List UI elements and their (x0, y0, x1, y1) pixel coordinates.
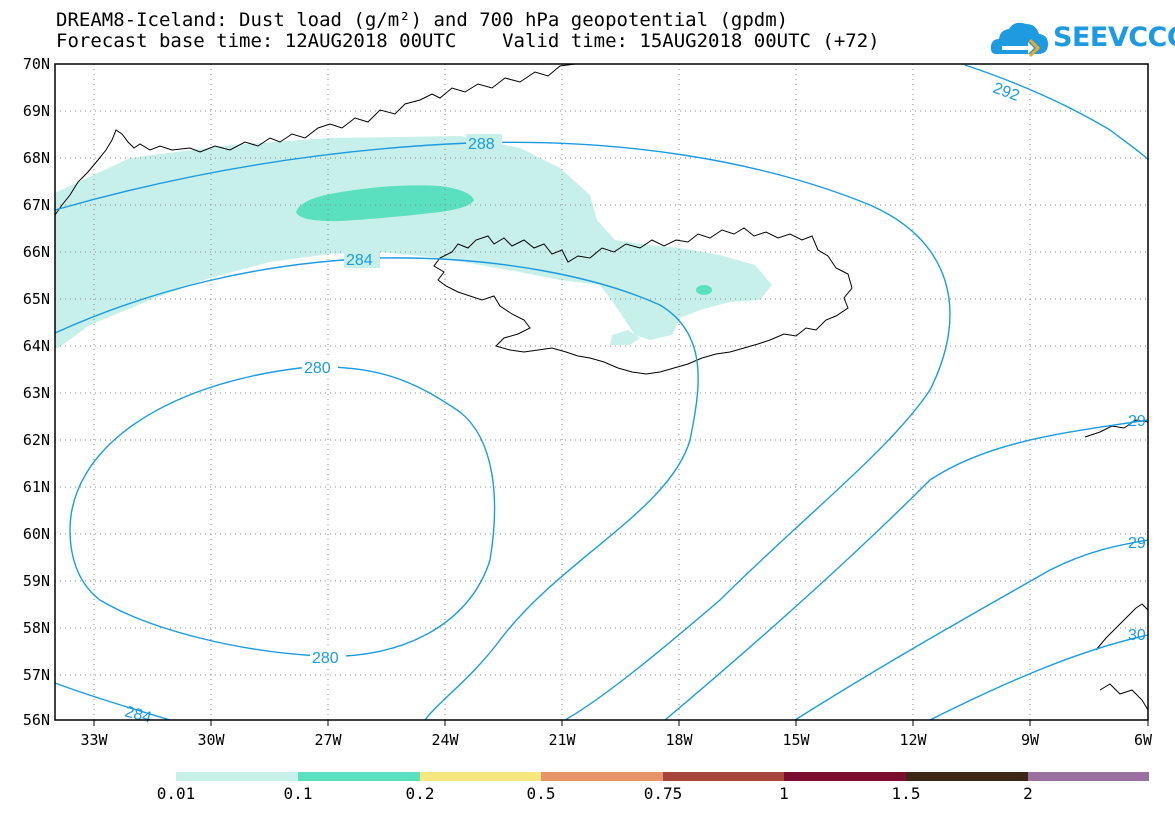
contour-label-280-top: 280 (304, 360, 331, 377)
lon-label-18w: 18W (665, 731, 693, 749)
lat-label-69n: 69N (22, 102, 50, 120)
lon-label-12w: 12W (899, 731, 927, 749)
contour-east-1 (664, 419, 1149, 721)
lat-label-65n: 65N (22, 290, 50, 308)
dust-area-medium (296, 185, 474, 222)
colorbar-label-1.5: 1.5 (891, 784, 921, 803)
graticule (55, 64, 1148, 720)
colorbar-label-2: 2 (1023, 784, 1033, 803)
lat-label-57n: 57N (22, 666, 50, 684)
geopotential-contours (54, 64, 1149, 721)
dust-load-shading (55, 136, 772, 350)
map-title-line1: DREAM8-Iceland: Dust load (g/m²) and 700… (56, 9, 789, 31)
contour-label-280-bottom: 280 (312, 650, 339, 667)
lat-label-58n: 58N (22, 619, 50, 637)
lon-label-15w: 15W (782, 731, 810, 749)
colorbar-swatch-6 (784, 772, 906, 781)
lat-label-61n: 61N (22, 478, 50, 496)
colorbar-swatch-3 (420, 772, 541, 781)
greenland-coast (54, 63, 576, 216)
lat-label-63n: 63N (22, 384, 50, 402)
coastlines (54, 63, 1149, 711)
lat-label-56n: 56N (22, 711, 50, 729)
lon-label-33w: 33W (80, 731, 108, 749)
colorbar-swatch-4 (541, 772, 663, 781)
colorbar-label-0.75: 0.75 (643, 784, 683, 803)
dust-area-medium-small (696, 285, 712, 295)
contour-label-284: 284 (346, 252, 373, 269)
lon-label-24w: 24W (431, 731, 459, 749)
lat-label-64n: 64N (22, 337, 50, 355)
contour-label-288: 288 (468, 136, 495, 153)
contour-284-south (54, 682, 171, 721)
contour-label-284-south: 284 (123, 703, 153, 726)
norway-coast-north (1084, 419, 1149, 438)
map-title-line2: Forecast base time: 12AUG2018 00UTC Vali… (56, 30, 880, 52)
contour-east-3 (929, 634, 1149, 721)
contour-292 (964, 64, 1149, 161)
iceland-coast (433, 227, 853, 375)
logo-text: SEEVCCC (1053, 22, 1175, 53)
lon-label-9w: 9W (1020, 731, 1040, 749)
lat-label-60n: 60N (22, 525, 50, 543)
colorbar-swatch-2 (298, 772, 420, 781)
cloud-logo-icon (990, 22, 1048, 58)
contour-label-30: 30 (1128, 627, 1146, 644)
lon-label-27w: 27W (314, 731, 342, 749)
lon-label-21w: 21W (548, 731, 576, 749)
colorbar-label-0.01: 0.01 (156, 784, 196, 803)
lat-label-59n: 59N (22, 572, 50, 590)
colorbar-label-0.2: 0.2 (405, 784, 435, 803)
colorbar-swatch-5 (663, 772, 784, 781)
norway-coast-south (1095, 603, 1149, 711)
contour-label-29b: 29 (1128, 535, 1146, 552)
dust-area-light-2 (610, 330, 640, 345)
colorbar (176, 772, 1149, 781)
lat-label-66n: 66N (22, 243, 50, 261)
contour-label-29a: 29 (1128, 413, 1146, 430)
colorbar-label-0.5: 0.5 (526, 784, 556, 803)
lat-label-70n: 70N (22, 55, 50, 73)
contour-288 (54, 141, 951, 721)
plot-frame (54, 63, 1149, 721)
contour-280-ring (69, 366, 496, 657)
contour-284 (54, 257, 699, 721)
colorbar-label-1: 1 (779, 784, 789, 803)
colorbar-swatch-8 (1028, 772, 1149, 781)
lat-label-68n: 68N (22, 149, 50, 167)
lat-label-62n: 62N (22, 431, 50, 449)
tick-marks (93, 720, 1149, 726)
contour-labels: 288 284 280 280 284 292 29 29 30 (123, 80, 1146, 727)
colorbar-label-0.1: 0.1 (283, 784, 313, 803)
lat-label-67n: 67N (22, 196, 50, 214)
lon-label-30w: 30W (197, 731, 225, 749)
contour-east-2 (794, 539, 1149, 721)
lon-label-6w: 6W (1133, 731, 1153, 749)
colorbar-swatch-1 (176, 772, 298, 781)
dust-area-light-3 (622, 312, 650, 330)
dust-area-light (55, 136, 772, 350)
colorbar-swatch-7 (906, 772, 1028, 781)
